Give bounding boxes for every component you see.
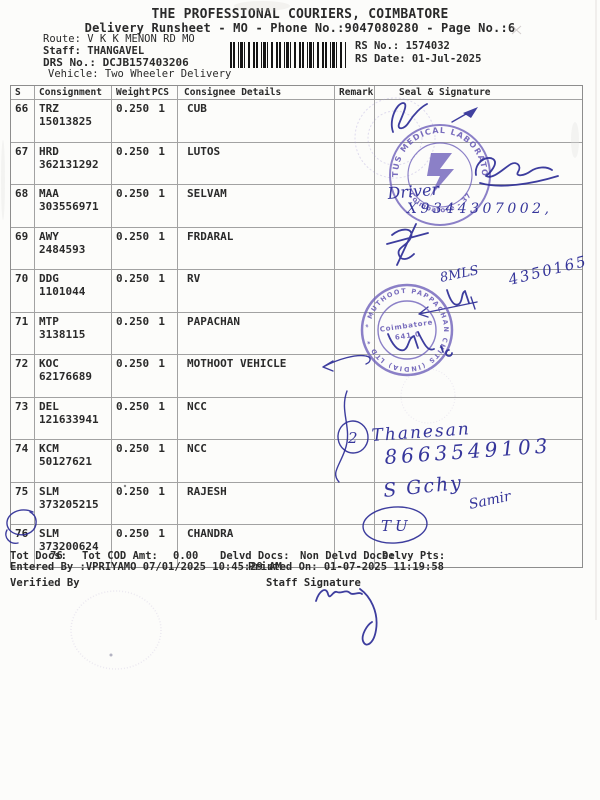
vehicle-line: Vehicle: Two Wheeler Delivery: [48, 67, 232, 80]
company-title: THE PROFESSIONAL COURIERS, COIMBATORE: [151, 7, 449, 22]
staff-signature-scribble: [315, 588, 378, 646]
table-row: 72 KOC 62176689 0.250 1 MOTHOOT VEHICLE: [11, 354, 582, 397]
remarks-cell: [334, 525, 374, 567]
rs-date-line: RS Date: 01-Jul-2025: [355, 52, 482, 65]
header-weight-pcs: Weight PCS: [111, 86, 177, 99]
remarks-cell: [334, 227, 374, 269]
rs-info-block: RS No.: 1574032 RS Date: 01-Jul-2025: [355, 40, 481, 65]
remarks-cell: [334, 100, 374, 142]
seal-cell: [374, 525, 582, 567]
seal-cell: [374, 440, 582, 482]
cod-value: 0.00: [173, 550, 199, 562]
header-sno: S No: [15, 87, 26, 99]
delvd-docs-label: Delvd Docs:: [220, 550, 290, 562]
non-delvd-docs-label: Non Delvd Docs:: [300, 550, 395, 562]
seal-cell: [374, 312, 582, 354]
table-row: 70 DDG 1101044 0.250 1 RV: [11, 269, 582, 312]
remarks-cell: [334, 270, 374, 312]
table-row: 69 AWY 2484593 0.250 1 FRDARAL: [11, 226, 582, 269]
table-row: 73 DEL 121633941 0.250 1 NCC: [11, 396, 582, 439]
remarks-cell: [334, 312, 374, 354]
scan-dot: [109, 653, 113, 657]
seal-cell: [374, 142, 582, 184]
staff-line: Staff: THANGAVEL: [43, 44, 145, 57]
printed-on-text: Printed On: 01-07-2025 11:19:58: [248, 561, 444, 573]
seal-cell: [374, 185, 582, 227]
faint-round-stamp-bottom: [70, 590, 162, 670]
seal-cell: [374, 227, 582, 269]
runsheet-barcode: [230, 42, 346, 68]
remarks-cell: [334, 185, 374, 227]
tot-docs-value: 76: [50, 550, 63, 562]
remarks-cell: [334, 355, 374, 397]
table-row: 68 MAA 303556971 0.250 1 SELVAM: [11, 184, 582, 227]
staff-signature-label: Staff Signature: [266, 577, 361, 589]
header-remarks: Remarks: [334, 86, 374, 99]
drs-line: DRS No.: DCJB157403206: [43, 56, 189, 70]
tot-docs-label: Tot Docs:: [10, 550, 67, 562]
seal-cell: [374, 100, 582, 142]
cod-label: Tot COD Amt:: [82, 550, 158, 562]
header-seal-signature: Seal & Signature: [374, 86, 582, 99]
entered-by-text: Entered By :VPRIYAMO 07/01/2025 10:45:29…: [10, 561, 282, 573]
table-row: 75 SLM 373205215 0.250 1 RAJESH: [11, 481, 582, 524]
rs-no-line: RS No.: 1574032: [355, 40, 450, 52]
delvy-pts-label: Delvy Pts:: [382, 550, 446, 562]
totals-line: Tot Docs: 76 Tot COD Amt: 0.00 Delvd Doc…: [10, 550, 590, 562]
header-consignment: Consignment No: [34, 86, 111, 99]
remarks-cell: [334, 440, 374, 482]
seal-cell: [374, 270, 582, 312]
seal-cell: [374, 482, 582, 524]
remarks-cell: [334, 142, 374, 184]
entered-printed-line: Entered By :VPRIYAMO 07/01/2025 10:45:29…: [10, 561, 590, 573]
route-info-block: Route: V K K MENON RD MO Staff: THANGAVE…: [43, 33, 232, 80]
remarks-cell: [334, 482, 374, 524]
seal-cell: [374, 355, 582, 397]
header-consignee: Consignee Details: [177, 86, 334, 99]
table-row: 66 TRZ 15013825 0.250 1 CUB: [11, 99, 582, 142]
runsheet-subtitle: Delivery Runsheet - MO - Phone No.:90470…: [84, 21, 516, 35]
route-line: Route: V K K MENON RD MO: [43, 33, 195, 45]
seal-cell: [374, 397, 582, 439]
table-row: 74 KCM 50127621 0.250 1 NCC: [11, 439, 582, 482]
table-row: 67 HRD 362131292 0.250 1 LUTOS: [11, 141, 582, 184]
table-row: 71 MTP 3138115 0.250 1 PAPACHAN: [11, 311, 582, 354]
verified-by-label: Verified By: [10, 577, 80, 589]
remarks-cell: [334, 397, 374, 439]
